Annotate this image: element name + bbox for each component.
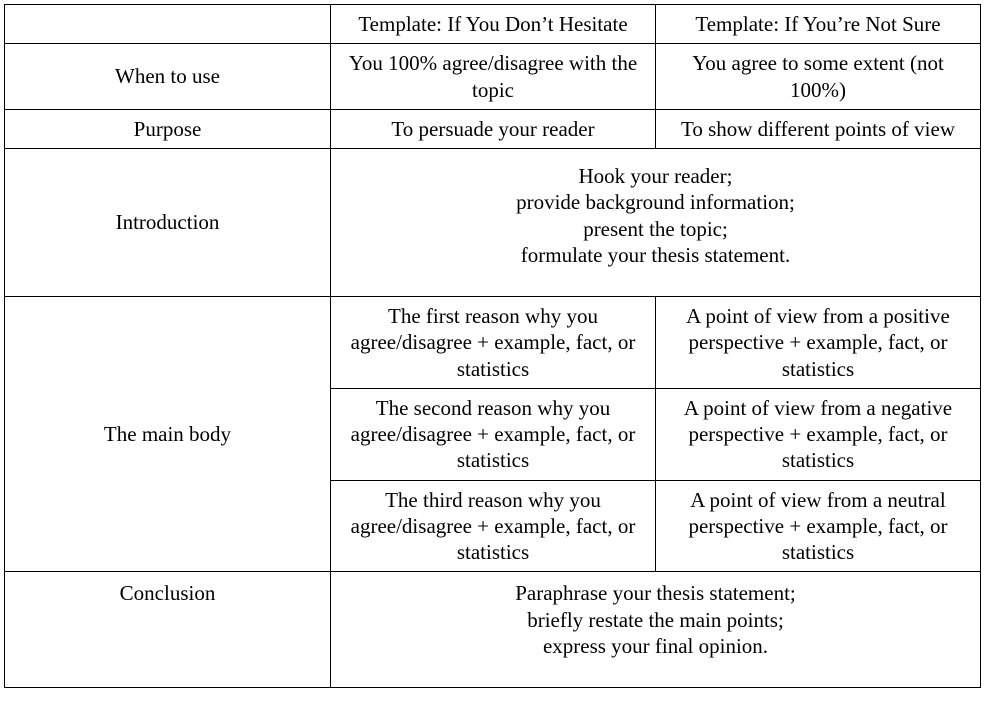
main-body-1-col1: The first reason why you agree/disagree … xyxy=(331,297,656,389)
conclusion-line-2: briefly restate the main points; xyxy=(339,607,972,633)
introduction-line-1: Hook your reader; xyxy=(339,163,972,189)
table-row-header: Template: If You Don’t Hesitate Template… xyxy=(5,5,981,44)
table-row-conclusion: Conclusion Paraphrase your thesis statem… xyxy=(5,572,981,688)
purpose-col2: To show different points of view xyxy=(656,109,981,148)
conclusion-merged-cell: Paraphrase your thesis statement; briefl… xyxy=(331,572,981,688)
purpose-col1: To persuade your reader xyxy=(331,109,656,148)
row-label-purpose: Purpose xyxy=(5,109,331,148)
introduction-line-4: formulate your thesis statement. xyxy=(339,242,972,268)
when-to-use-col2: You agree to some extent (not 100%) xyxy=(656,44,981,110)
row-label-main-body: The main body xyxy=(5,297,331,572)
table-row-purpose: Purpose To persuade your reader To show … xyxy=(5,109,981,148)
header-cell-empty xyxy=(5,5,331,44)
main-body-2-col1: The second reason why you agree/disagree… xyxy=(331,388,656,480)
header-cell-template-1: Template: If You Don’t Hesitate xyxy=(331,5,656,44)
main-body-3-col2: A point of view from a neutral perspecti… xyxy=(656,480,981,572)
row-label-when-to-use: When to use xyxy=(5,44,331,110)
introduction-line-2: provide background information; xyxy=(339,189,972,215)
introduction-line-3: present the topic; xyxy=(339,216,972,242)
conclusion-line-3: express your final opinion. xyxy=(339,633,972,659)
table-row-when-to-use: When to use You 100% agree/disagree with… xyxy=(5,44,981,110)
when-to-use-col1: You 100% agree/disagree with the topic xyxy=(331,44,656,110)
main-body-1-col2: A point of view from a positive perspect… xyxy=(656,297,981,389)
row-label-conclusion: Conclusion xyxy=(5,572,331,688)
header-cell-template-2: Template: If You’re Not Sure xyxy=(656,5,981,44)
essay-templates-table: Template: If You Don’t Hesitate Template… xyxy=(4,4,981,688)
main-body-2-col2: A point of view from a negative perspect… xyxy=(656,388,981,480)
conclusion-line-1: Paraphrase your thesis statement; xyxy=(339,580,972,606)
table-row-introduction: Introduction Hook your reader; provide b… xyxy=(5,149,981,297)
introduction-merged-cell: Hook your reader; provide background inf… xyxy=(331,149,981,297)
row-label-introduction: Introduction xyxy=(5,149,331,297)
main-body-3-col1: The third reason why you agree/disagree … xyxy=(331,480,656,572)
table-row-main-body-1: The main body The first reason why you a… xyxy=(5,297,981,389)
page: Template: If You Don’t Hesitate Template… xyxy=(0,0,984,717)
